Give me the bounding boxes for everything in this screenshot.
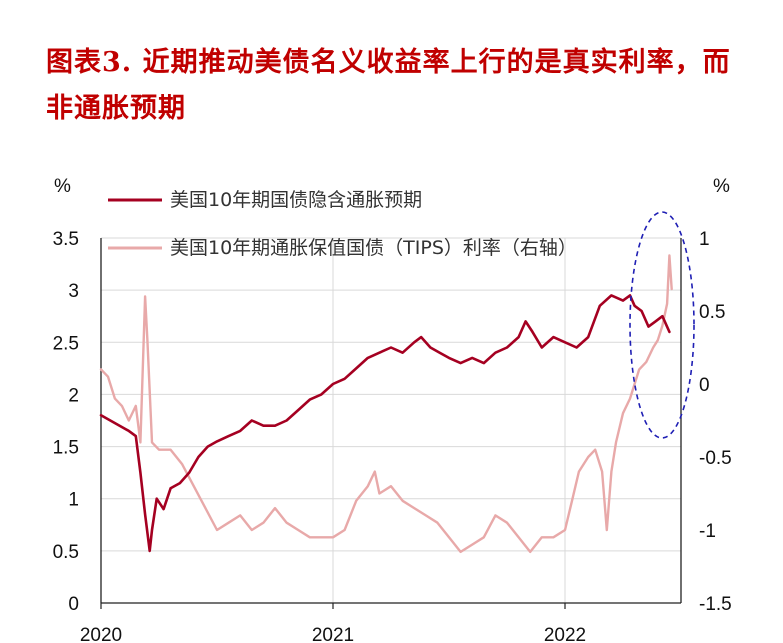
chart-title: 图表3. 近期推动美债名义收益率上行的是真实利率，而非通胀预期 xyxy=(46,47,731,124)
tick-labels: 0 0.5 1 1.5 2 2.5 3 3.5 -1.5 -1 -0.5 0 0.5 1 2020 2021 2… xyxy=(53,229,732,643)
y-right-tick-label: -0.5 xyxy=(699,448,732,469)
highlight-ellipse xyxy=(629,211,695,439)
y-right-tick-label: 0.5 xyxy=(699,302,725,323)
y-left-tick-label: 3 xyxy=(68,281,79,302)
y-left-tick-label: 1.5 xyxy=(53,438,79,459)
y-left-tick-label: 3.5 xyxy=(53,229,79,250)
y-left-tick-label: 0 xyxy=(68,594,79,615)
y-right-tick-label: -1 xyxy=(699,521,716,542)
legend-label-inflation-expectation: 美国10年期国债隐含通胀预期 xyxy=(170,189,422,211)
x-tick-label: 2021 xyxy=(312,625,354,643)
axes xyxy=(100,238,682,609)
gridlines xyxy=(100,237,681,603)
y-right-tick-label: 1 xyxy=(699,229,710,250)
series-lines xyxy=(99,254,673,554)
series-line-tips-rate xyxy=(99,254,673,554)
y-left-tick-label: 2 xyxy=(68,385,79,406)
left-axis-unit: % xyxy=(54,176,71,197)
y-left-tick-label: 2.5 xyxy=(53,333,79,354)
series-line-inflation-expectation xyxy=(99,294,671,553)
y-left-tick-label: 1 xyxy=(68,490,79,511)
right-axis-unit: % xyxy=(713,176,730,197)
x-tick-label: 2022 xyxy=(544,625,586,643)
y-right-tick-label: 0 xyxy=(699,375,710,396)
x-tick-label: 2020 xyxy=(80,625,122,643)
y-left-tick-label: 0.5 xyxy=(53,542,79,563)
y-right-tick-label: -1.5 xyxy=(699,594,732,615)
legend-label-tips-rate: 美国10年期通胀保值国债（TIPS）利率（右轴） xyxy=(170,237,577,259)
legend: 美国10年期国债隐含通胀预期 美国10年期通胀保值国债（TIPS）利率（右轴） xyxy=(108,189,577,259)
